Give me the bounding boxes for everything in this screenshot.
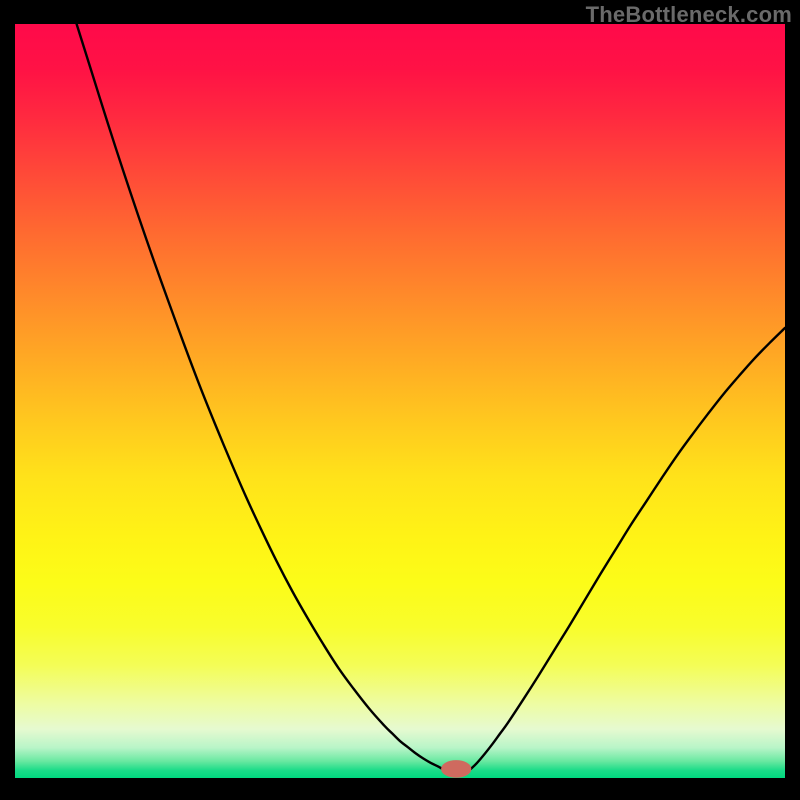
watermark-text: TheBottleneck.com — [586, 2, 792, 28]
plot-background — [15, 24, 785, 778]
bottleneck-chart — [0, 0, 800, 800]
chart-container: TheBottleneck.com — [0, 0, 800, 800]
minimum-marker — [442, 761, 471, 778]
